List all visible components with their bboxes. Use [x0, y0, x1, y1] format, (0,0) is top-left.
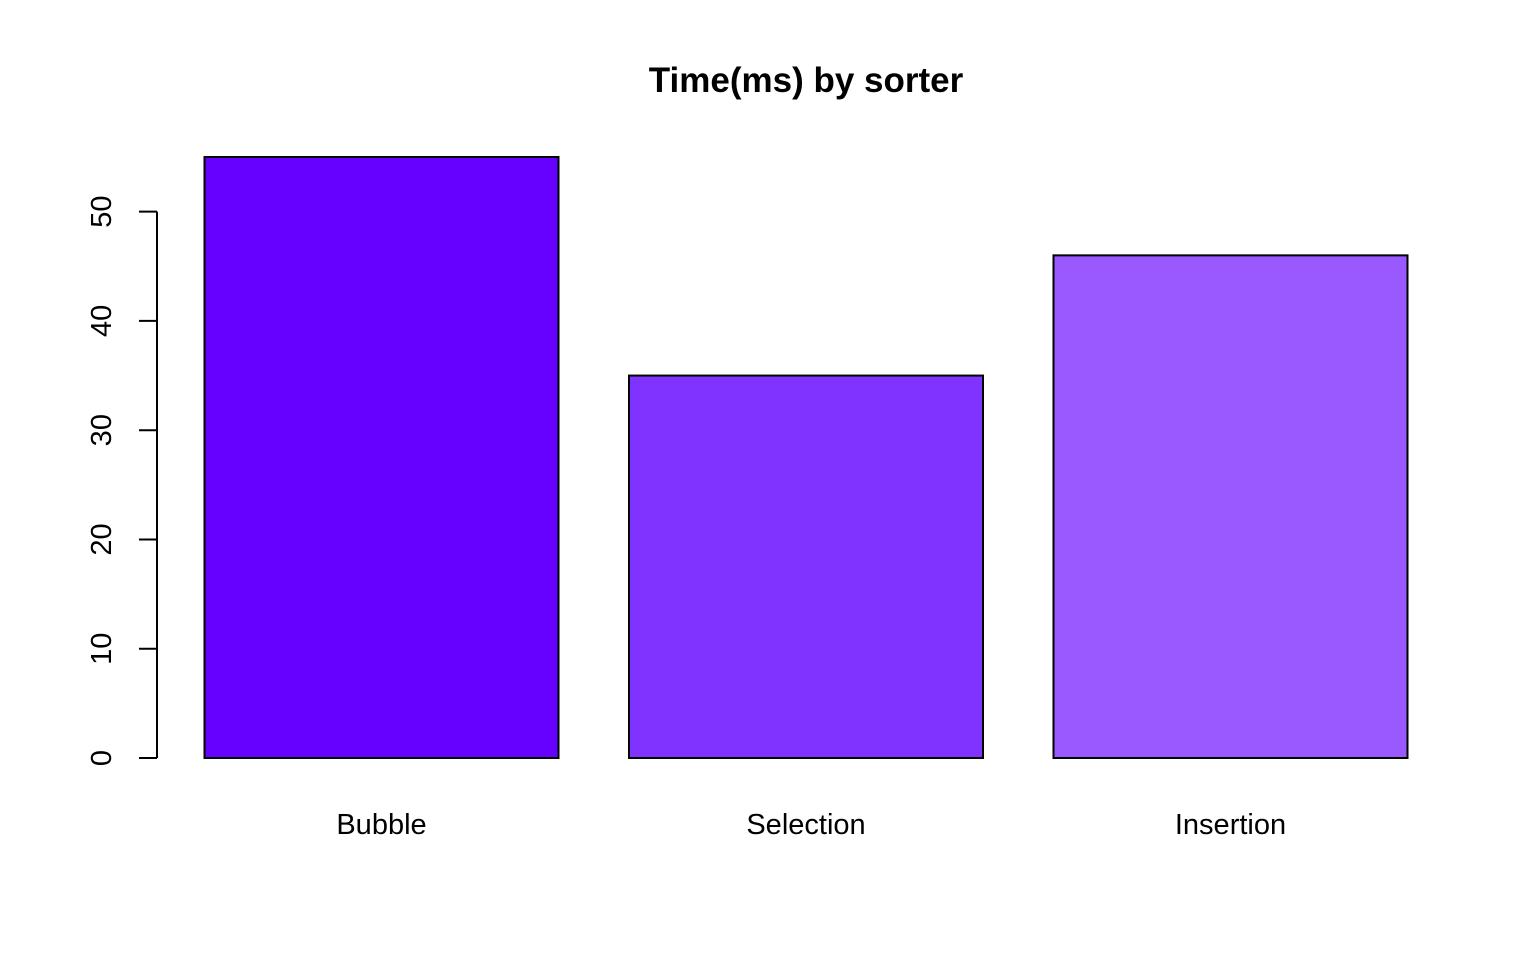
y-tick-label: 30	[86, 414, 118, 446]
bar-insertion	[1052, 254, 1409, 759]
y-tick-label: 50	[86, 196, 118, 228]
bar-bubble	[203, 156, 560, 759]
y-tick-label: 10	[86, 633, 118, 665]
y-axis: 0 10 20 30 40 50	[86, 196, 158, 766]
y-tick-label: 20	[86, 523, 118, 555]
x-tick-label-bubble: Bubble	[336, 809, 426, 841]
x-tick-label-insertion: Insertion	[1175, 809, 1286, 841]
x-axis-labels: Bubble Selection Insertion	[336, 809, 1286, 841]
y-tick-label: 40	[86, 305, 118, 337]
y-tick-label: 0	[86, 750, 118, 766]
bar-selection	[628, 374, 984, 759]
bars-layer	[203, 156, 1409, 759]
chart-title: Time(ms) by sorter	[649, 61, 964, 100]
x-tick-label-selection: Selection	[746, 809, 865, 841]
